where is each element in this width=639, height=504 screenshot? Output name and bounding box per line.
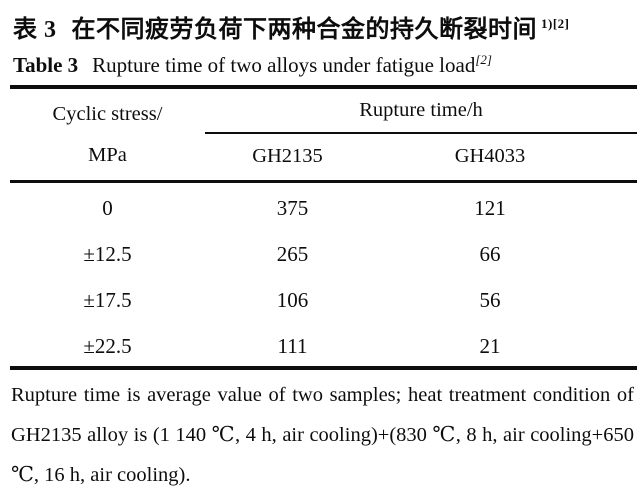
column-header-gh2135: GH2135 xyxy=(252,145,323,167)
column-header-gh4033: GH4033 xyxy=(454,145,526,167)
table-row: ±12.5 265 66 xyxy=(10,231,637,277)
group-header-rule xyxy=(205,132,637,134)
table-number-en: Table 3 xyxy=(13,53,79,77)
table-bottom-rule xyxy=(10,366,637,370)
cell-gh4033: 66 xyxy=(479,241,501,266)
cyclic-stress-line1: Cyclic stress/ xyxy=(52,103,163,125)
header-bottom-rule xyxy=(10,180,637,183)
table-caption-english: Table 3 Rupture time of two alloys under … xyxy=(13,52,492,78)
cell-gh2135: 375 xyxy=(276,195,309,220)
table-caption-chinese: 表 3 在不同疲劳负荷下两种合金的持久断裂时间 1)[2] xyxy=(13,9,570,44)
table-row: 0 375 121 xyxy=(10,185,637,231)
cell-stress: ±22.5 xyxy=(83,333,132,358)
table-title-zh: 在不同疲劳负荷下两种合金的持久断裂时间 xyxy=(71,17,537,43)
cell-stress: ±17.5 xyxy=(83,287,132,312)
cell-gh4033: 121 xyxy=(474,195,506,220)
table-number-zh: 表 3 xyxy=(13,17,57,43)
column-header-cyclic-stress: Cyclic stress/ MPa xyxy=(10,90,205,180)
cyclic-stress-line2: MPa xyxy=(88,144,127,166)
table-row: ±22.5 111 21 xyxy=(10,323,637,369)
cell-gh4033: 21 xyxy=(479,333,501,358)
table-top-rule xyxy=(10,85,637,89)
table-title-en: Rupture time of two alloys under fatigue… xyxy=(92,53,476,77)
table-footnote: Rupture time is average value of two sam… xyxy=(11,384,634,486)
cell-stress: 0 xyxy=(102,195,113,220)
cell-gh2135: 111 xyxy=(277,333,308,358)
cell-gh2135: 265 xyxy=(276,241,309,266)
table-row: ±17.5 106 56 xyxy=(10,277,637,323)
cell-gh2135: 106 xyxy=(276,287,309,312)
cell-gh4033: 56 xyxy=(479,287,501,312)
caption-superscript-zh: 1)[2] xyxy=(541,16,570,31)
caption-superscript-en: [2] xyxy=(475,52,492,67)
cell-stress: ±12.5 xyxy=(83,241,132,266)
group-header-rupture-time: Rupture time/h xyxy=(359,98,483,121)
